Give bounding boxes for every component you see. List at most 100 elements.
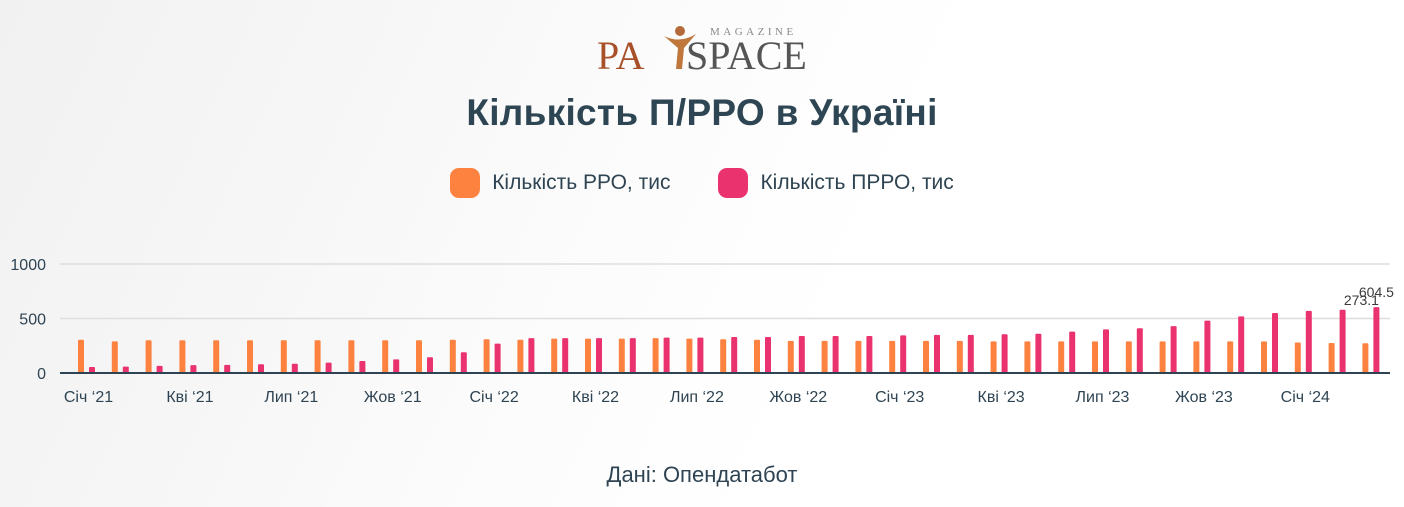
data-label-0: 604.5 [1359,284,1394,300]
x-tick-label-10: Лип ‘23 [1076,389,1130,406]
bar-rro-38 [1362,343,1369,373]
bar-rro-2 [145,340,152,373]
bar-prro-30 [1103,329,1109,373]
legend-label-rro: Кількість РРО, тис [492,171,671,194]
bar-prro-29 [1069,331,1076,373]
bar-rro-15 [585,338,591,373]
bar-prro-19 [731,337,738,373]
bar-prro-1 [122,366,129,373]
bar-rro-3 [179,340,186,373]
y-tick-label-2: 1000 [10,257,46,274]
logo-main-right: SPACE [686,33,807,78]
bar-rro-19 [720,339,727,373]
x-tick-label-4: Січ ‘22 [469,389,518,406]
bar-prro-3 [190,365,197,373]
bar-rro-16 [618,338,625,373]
bar-prro-32 [1170,326,1177,373]
bar-rro-14 [551,338,558,373]
bar-rro-11 [449,339,456,373]
bar-prro-16 [629,338,636,373]
legend-item-rro[interactable]: Кількість РРО, тис [450,168,670,198]
y-tick-label-0: 0 [37,366,46,383]
x-tick-label-3: Жов ‘21 [364,389,422,406]
x-tick-label-6: Лип ‘22 [670,389,724,406]
x-tick-label-2: Лип ‘21 [264,389,318,406]
x-tick-label-1: Кві ‘21 [166,389,213,406]
bar-prro-25 [934,334,940,373]
bar-rro-18 [686,338,693,373]
bar-rro-35 [1261,341,1267,373]
bar-rro-6 [280,340,287,373]
bar-rro-17 [652,338,659,373]
bar-rro-12 [483,339,490,373]
bar-prro-20 [765,337,771,373]
bar-prro-34 [1238,316,1245,373]
bar-prro-37 [1339,309,1346,373]
bar-rro-10 [416,340,422,373]
x-tick-label-11: Жов ‘23 [1175,389,1233,406]
bar-rro-9 [382,340,389,373]
bar-prro-21 [798,335,805,373]
x-tick-label-5: Кві ‘22 [572,389,619,406]
bar-prro-22 [832,335,839,373]
y-tick-label-1: 500 [19,312,46,329]
bar-prro-24 [900,335,907,373]
legend-item-prro[interactable]: Кількість ПРРО, тис [718,168,954,198]
bar-prro-31 [1136,328,1143,373]
bar-rro-13 [517,339,524,373]
bar-rro-0 [78,339,84,373]
bar-rro-33 [1193,341,1200,373]
x-tick-label-9: Кві ‘23 [978,389,1025,406]
x-tick-label-8: Січ ‘23 [875,389,924,406]
bar-prro-35 [1272,313,1278,373]
bar-rro-37 [1328,343,1335,373]
bar-rro-24 [889,340,896,373]
logo-main-left: PA [597,33,645,78]
bar-prro-4 [224,364,231,373]
bar-prro-10 [427,357,433,373]
bar-prro-15 [596,338,602,373]
bar-prro-38 [1373,307,1380,373]
data-source: Дані: Опендатабот [606,462,798,487]
chart-legend: Кількість РРО, тис Кількість ПРРО, тис [0,168,1404,198]
bar-prro-9 [393,359,400,373]
bar-rro-8 [348,340,355,373]
bar-prro-6 [291,363,298,373]
bar-prro-7 [325,362,332,373]
bar-rro-34 [1227,341,1234,373]
bar-prro-12 [494,343,501,373]
bar-prro-14 [562,338,569,373]
x-tick-label-0: Січ ‘21 [64,389,113,406]
x-tick-label-12: Січ ‘24 [1281,389,1330,406]
bar-prro-26 [967,334,974,373]
legend-swatch-rro [450,168,481,198]
bar-rro-5 [247,340,253,373]
bar-prro-5 [258,364,264,373]
bar-rro-32 [1159,341,1166,373]
bar-rro-23 [855,340,862,373]
logo-figure-icon [664,26,696,69]
bar-rro-31 [1125,341,1132,373]
bar-rro-30 [1092,341,1098,373]
paispace-logo: PA SPACE MAGAZINE [597,26,807,78]
bar-rro-1 [111,341,118,373]
x-tick-label-7: Жов ‘22 [769,389,827,406]
legend-swatch-prro [718,168,749,198]
bar-prro-8 [359,361,366,373]
bar-prro-18 [697,337,704,373]
bar-rro-25 [923,340,929,373]
bar-prro-13 [528,338,535,373]
bar-rro-26 [956,340,963,373]
chart-title: Кількість П/РРО в Україні [466,92,938,133]
bar-rro-27 [990,341,997,373]
bar-rro-21 [787,340,794,373]
bar-prro-36 [1305,310,1312,373]
bar-prro-28 [1035,333,1042,373]
bar-prro-17 [663,337,670,373]
bar-prro-27 [1001,334,1008,373]
bar-prro-11 [460,352,467,373]
bar-rro-36 [1294,342,1301,373]
bar-rro-7 [314,340,321,373]
bar-rro-29 [1058,341,1065,373]
bar-prro-33 [1204,320,1211,373]
